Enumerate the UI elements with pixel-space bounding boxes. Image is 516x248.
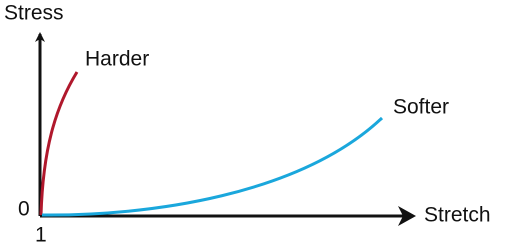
y-axis-label: Stress — [4, 2, 64, 25]
softer-label: Softer — [393, 96, 449, 119]
x-axis-label: Stretch — [424, 204, 491, 227]
harder-curve — [39, 71, 79, 216]
origin-x-label: 1 — [35, 224, 47, 247]
x-arrowhead — [398, 206, 416, 226]
softer-curve — [41, 116, 384, 217]
origin-y-label: 0 — [18, 198, 30, 221]
harder-label: Harder — [85, 48, 149, 71]
